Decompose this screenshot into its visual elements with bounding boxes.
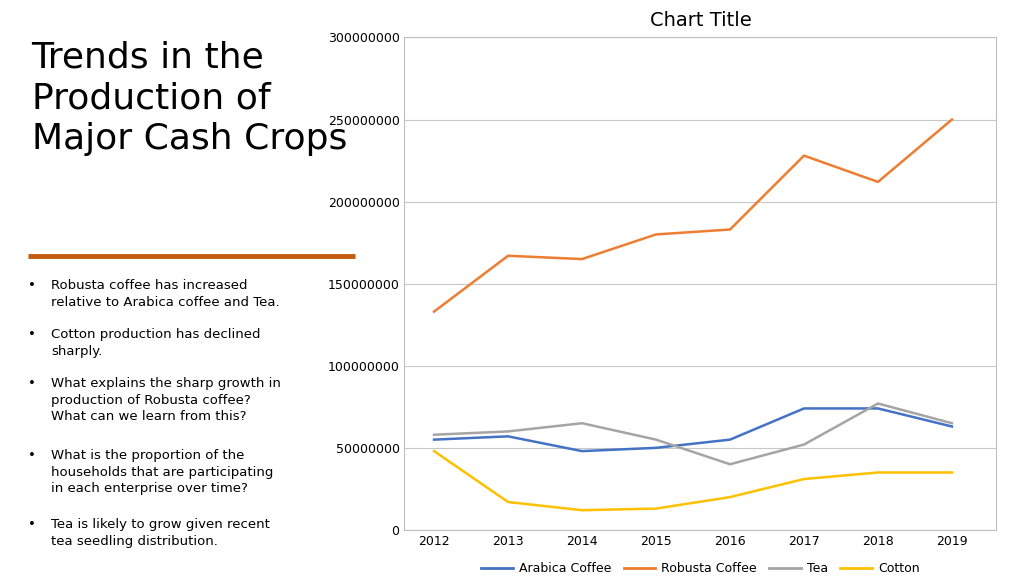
Text: •: •	[28, 328, 36, 342]
Text: What explains the sharp growth in
production of Robusta coffee?
What can we lear: What explains the sharp growth in produc…	[51, 377, 282, 423]
Text: •: •	[28, 377, 36, 391]
Text: •: •	[28, 279, 36, 293]
Text: What is the proportion of the
households that are participating
in each enterpri: What is the proportion of the households…	[51, 449, 273, 495]
Text: Cotton production has declined
sharply.: Cotton production has declined sharply.	[51, 328, 261, 358]
Text: Trends in the
Production of
Major Cash Crops: Trends in the Production of Major Cash C…	[32, 40, 347, 156]
Text: Tea is likely to grow given recent
tea seedling distribution.: Tea is likely to grow given recent tea s…	[51, 518, 270, 548]
Title: Chart Title: Chart Title	[649, 12, 752, 31]
Text: •: •	[28, 449, 36, 463]
Text: •: •	[28, 518, 36, 532]
Text: Robusta coffee has increased
relative to Arabica coffee and Tea.: Robusta coffee has increased relative to…	[51, 279, 280, 309]
Legend: Arabica Coffee, Robusta Coffee, Tea, Cotton: Arabica Coffee, Robusta Coffee, Tea, Cot…	[476, 558, 925, 576]
